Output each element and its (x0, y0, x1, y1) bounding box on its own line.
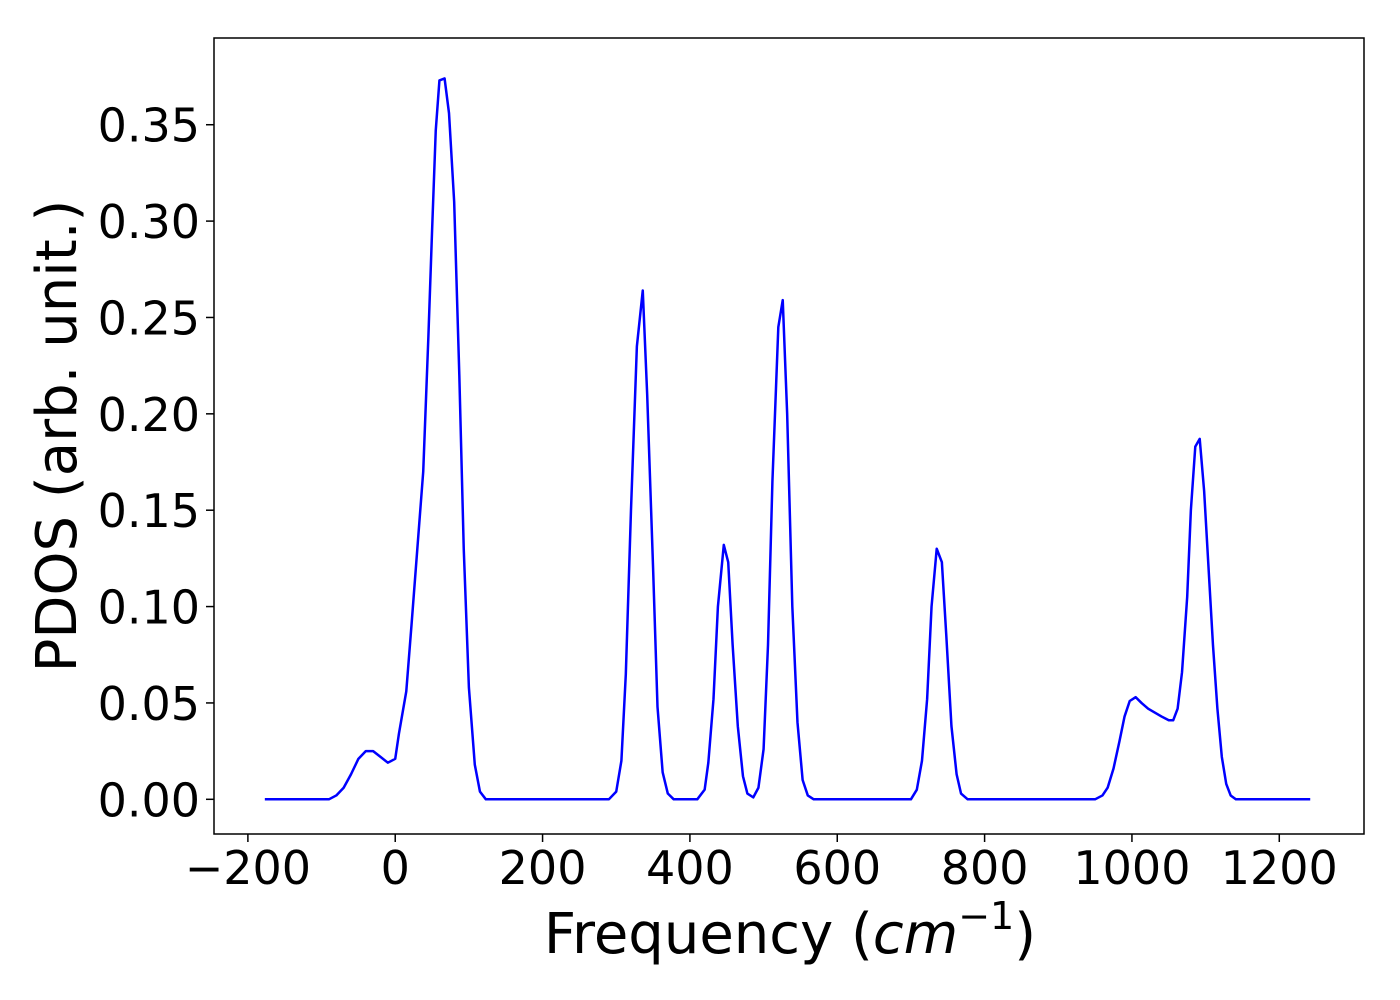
x-tick-label: 200 (499, 841, 587, 895)
y-tick-label: 0.30 (98, 195, 200, 249)
x-label-close: ) (1014, 902, 1036, 967)
x-tick-label: 1000 (1073, 841, 1190, 895)
y-tick-label: 0.35 (98, 99, 200, 153)
x-tick-label: 1200 (1221, 841, 1338, 895)
x-tick-label: 800 (941, 841, 1029, 895)
y-tick-label: 0.10 (98, 581, 200, 635)
x-axis-label: Frequency (cm−1) (544, 894, 1036, 967)
x-tick-label: 0 (381, 841, 410, 895)
y-tick-label: 0.05 (98, 677, 200, 731)
y-axis-label: PDOS (arb. unit.) (25, 200, 90, 673)
x-tick-label: −200 (185, 841, 311, 895)
x-tick-label: 600 (793, 841, 881, 895)
x-tick-label: 400 (646, 841, 734, 895)
y-tick-label: 0.20 (98, 388, 200, 442)
plot-frame (213, 37, 1365, 835)
y-tick-label: 0.00 (98, 773, 200, 827)
y-tick-label: 0.25 (98, 291, 200, 345)
pdos-line (264, 77, 1311, 801)
x-label-unit: cm (873, 902, 958, 967)
x-label-exponent: −1 (958, 894, 1014, 938)
y-tick-label: 0.15 (98, 484, 200, 538)
x-label-text: Frequency ( (544, 902, 873, 967)
